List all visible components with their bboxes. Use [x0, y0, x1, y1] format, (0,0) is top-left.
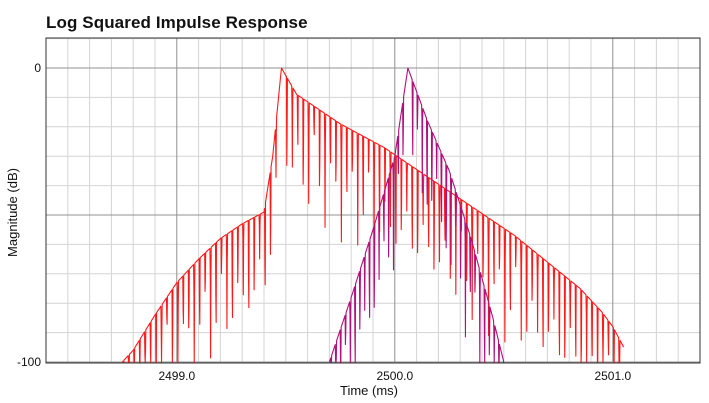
x-tick-label: 2499.0	[158, 369, 195, 383]
series-group	[121, 67, 625, 364]
y-tick-label: -100	[17, 355, 41, 369]
y-axis-label: Magnitude (dB)	[5, 168, 20, 257]
x-tick-label: 2500.0	[376, 369, 413, 383]
y-tick-label: 0	[34, 61, 41, 75]
series-line-2	[328, 67, 505, 364]
x-tick-label: 2501.0	[594, 369, 631, 383]
tick-labels: 2499.0 2500.0 2501.0 0 -100	[17, 61, 632, 383]
chart-title: Log Squared Impulse Response	[46, 13, 308, 32]
x-axis-label: Time (ms)	[340, 383, 398, 398]
series-line-1	[121, 67, 625, 364]
plot-frame	[45, 37, 701, 364]
major-grid	[46, 38, 700, 363]
